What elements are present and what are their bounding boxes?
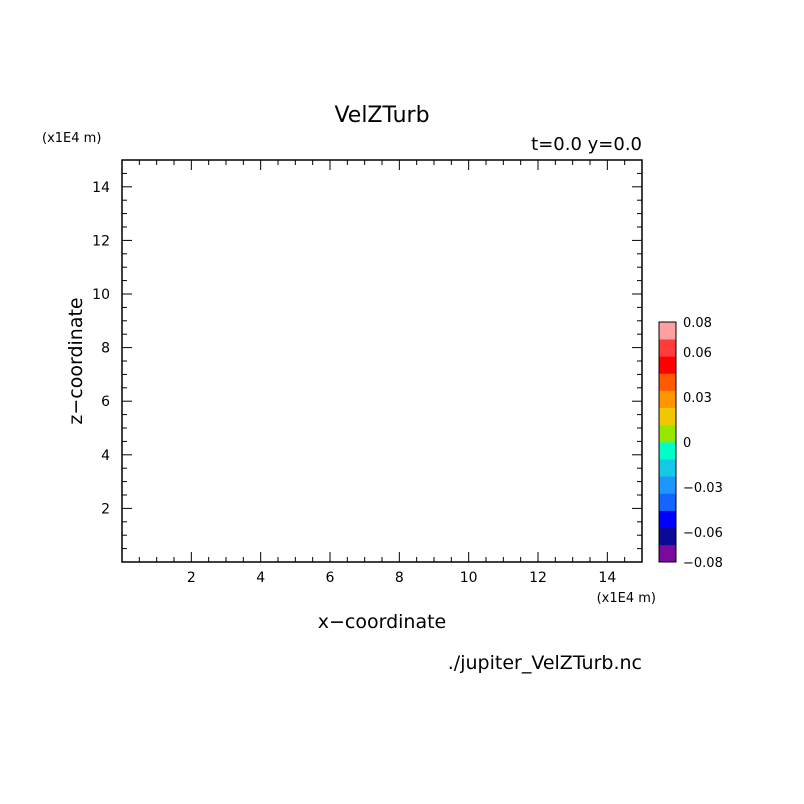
colorbar-swatch	[659, 322, 676, 340]
colorbar-swatch	[659, 476, 676, 494]
colorbar-swatch	[659, 339, 676, 357]
colorbar-swatch	[659, 510, 676, 529]
source-file-label: ./jupiter_VelZTurb.nc	[448, 652, 642, 674]
x-axis-label: x−coordinate	[318, 611, 447, 633]
colorbar-frame	[658, 321, 677, 563]
colorbar-swatch	[659, 373, 676, 391]
y-tick-label: 6	[101, 394, 110, 410]
x-tick-label: 14	[598, 570, 616, 586]
colorbar-swatch	[659, 527, 676, 546]
x-axis-tick-labels: 2 4 6 8 10 12 14	[187, 570, 616, 586]
y-tick-label: 10	[92, 287, 110, 303]
colorbar-swatch	[659, 424, 676, 443]
plot-area	[121, 159, 643, 563]
colorbar-label: −0.08	[683, 556, 723, 571]
y-axis-label: z−coordinate	[65, 297, 87, 424]
colorbar-label: 0	[683, 436, 691, 451]
y-tick-label: 8	[101, 341, 110, 357]
y-tick-label: 12	[92, 233, 110, 249]
x-tick-label: 10	[460, 570, 478, 586]
colorbar-label: 0.08	[683, 316, 712, 331]
x-tick-label: 12	[529, 570, 547, 586]
colorbar-swatch	[659, 493, 676, 511]
x-unit-label: (x1E4 m)	[597, 591, 656, 606]
colorbar-label: −0.06	[683, 526, 723, 541]
y-tick-label: 2	[101, 501, 110, 517]
colorbar-swatch	[659, 459, 676, 477]
x-tick-label: 4	[256, 570, 265, 586]
colorbar-swatch	[659, 356, 676, 374]
colorbar-label: −0.03	[683, 481, 723, 496]
chart-title: VelZTurb	[334, 103, 429, 128]
y-axis-tick-labels: 2 4 6 8 10 12 14	[92, 180, 110, 518]
x-tick-label: 2	[187, 570, 196, 586]
y-tick-label: 4	[101, 448, 110, 464]
colorbar	[658, 321, 677, 563]
x-axis-ticks	[138, 160, 626, 562]
colorbar-labels: 0.08 0.06 0.03 0 −0.03 −0.06 −0.08	[683, 316, 723, 571]
colorbar-label: 0.06	[683, 346, 712, 361]
colorbar-swatch	[659, 544, 676, 563]
chart-subtitle: t=0.0 y=0.0	[531, 134, 642, 155]
y-unit-label: (x1E4 m)	[42, 131, 101, 146]
colorbar-swatch	[659, 390, 676, 409]
colorbar-swatch	[659, 407, 676, 426]
colorbar-label: 0.03	[683, 391, 712, 406]
colorbar-swatch	[659, 442, 676, 460]
x-tick-label: 8	[395, 570, 404, 586]
x-tick-label: 6	[326, 570, 335, 586]
y-axis-ticks	[122, 172, 642, 550]
y-tick-label: 14	[92, 180, 110, 196]
